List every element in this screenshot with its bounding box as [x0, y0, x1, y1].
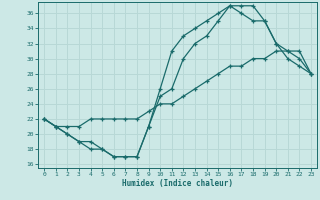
- X-axis label: Humidex (Indice chaleur): Humidex (Indice chaleur): [122, 179, 233, 188]
